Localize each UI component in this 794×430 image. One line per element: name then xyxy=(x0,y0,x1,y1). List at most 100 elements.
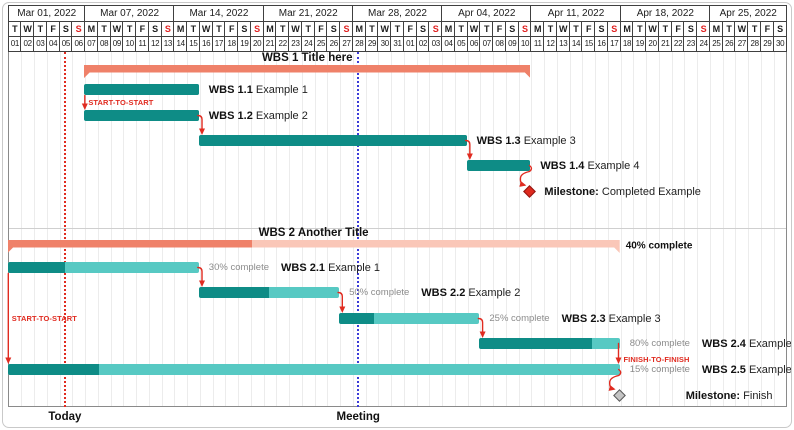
day-letter-cell: T xyxy=(186,22,200,37)
day-letter-cell: S xyxy=(606,22,621,37)
day-letter-cell: W xyxy=(377,22,392,37)
day-number-cell: 15 xyxy=(186,37,200,52)
week-header-cell: Mar 14, 2022 xyxy=(173,5,264,22)
day-grid-line xyxy=(199,52,201,406)
day-grid-line xyxy=(760,52,762,406)
day-letter-cell: T xyxy=(747,22,761,37)
milestone-keyword: Milestone: xyxy=(544,186,599,198)
day-grid-line xyxy=(480,52,482,406)
day-grid-line xyxy=(34,52,35,406)
task-bar xyxy=(339,313,480,324)
day-grid-line xyxy=(429,52,431,406)
task-label-row: 80% complete WBS 2.4 Example 4 xyxy=(630,338,794,350)
task-percent-label: 25% complete xyxy=(489,313,550,324)
day-letter-cell: S xyxy=(58,22,73,37)
day-grid-line xyxy=(276,52,278,406)
day-number-cell: 09 xyxy=(504,37,519,52)
day-grid-line xyxy=(658,52,660,406)
day-number-cell: 11 xyxy=(530,37,545,52)
day-number-cell: 22 xyxy=(670,37,685,52)
day-letter-cell: T xyxy=(275,22,290,37)
day-letter-cell: T xyxy=(7,22,22,37)
task-wbs-code: WBS 2.2 xyxy=(421,286,466,299)
task-label: WBS 1.3 Example 3 xyxy=(476,134,576,147)
day-number-cell: 17 xyxy=(606,37,621,52)
meeting-line xyxy=(357,52,360,407)
day-grid-line xyxy=(289,52,291,406)
day-number-cell: 05 xyxy=(58,37,73,52)
day-number-cell: 13 xyxy=(160,37,175,52)
day-number-cell: 31 xyxy=(390,37,404,52)
day-letter-cell: F xyxy=(581,22,596,37)
day-letter-cell: F xyxy=(670,22,685,37)
day-grid-line xyxy=(136,52,138,406)
day-number-cell: 16 xyxy=(594,37,608,52)
day-number-cell: 17 xyxy=(211,37,226,52)
day-letter-cell: M xyxy=(441,22,455,37)
today-label: Today xyxy=(48,411,82,423)
milestone-label-row: Milestone: Finish xyxy=(686,390,773,402)
dependency-label: FINISH-TO-FINISH xyxy=(623,354,690,364)
task-label: WBS 1.2 Example 2 xyxy=(208,109,308,122)
section-divider-line xyxy=(8,228,786,229)
milestone-keyword: Milestone: xyxy=(685,390,741,402)
task-wbs-code: WBS 2.3 xyxy=(561,312,606,325)
day-letter-cell: T xyxy=(632,22,647,37)
day-number-cell: 25 xyxy=(313,37,328,52)
task-label-row: 30% complete WBS 2.1 Example 1 xyxy=(209,262,380,274)
day-number-cell: 21 xyxy=(262,37,277,52)
task-wbs-code: WBS 2.4 xyxy=(701,337,746,350)
day-number-cell: 06 xyxy=(466,37,481,52)
day-number-cell: 08 xyxy=(96,37,111,52)
day-grid-line xyxy=(314,52,316,406)
day-number-cell: 02 xyxy=(20,37,34,52)
day-grid-line xyxy=(493,52,495,406)
day-letter-cell: W xyxy=(645,22,659,37)
week-header-cell: Mar 07, 2022 xyxy=(84,5,175,22)
day-grid-line xyxy=(633,52,635,406)
day-grid-line xyxy=(684,52,686,406)
day-letter-cell: T xyxy=(390,22,404,37)
day-number-cell: 21 xyxy=(657,37,672,52)
group-percent-label: 40% complete xyxy=(625,240,693,251)
day-number-cell: 04 xyxy=(45,37,60,52)
day-grid-line xyxy=(531,52,533,406)
task-wbs-code: WBS 1.2 xyxy=(208,109,253,122)
task-percent-label: 50% complete xyxy=(349,287,410,298)
day-number-cell: 14 xyxy=(173,37,188,52)
task-wbs-code: WBS 1.1 xyxy=(208,83,253,96)
task-bar xyxy=(7,364,620,375)
day-number-cell: 23 xyxy=(288,37,302,52)
day-number-cell: 27 xyxy=(734,37,749,52)
day-grid-line xyxy=(505,52,507,406)
day-grid-line xyxy=(671,52,673,406)
task-label-row: WBS 1.4 Example 4 xyxy=(540,160,639,172)
task-label-row: 25% complete WBS 2.3 Example 3 xyxy=(489,313,660,325)
task-bar xyxy=(7,262,199,273)
day-letter-cell: F xyxy=(45,22,60,37)
day-letter-cell: S xyxy=(772,22,787,37)
day-letter-cell: W xyxy=(109,22,124,37)
day-number-cell: 01 xyxy=(402,37,417,52)
day-grid-line xyxy=(250,52,252,406)
day-letter-cell: M xyxy=(84,22,98,37)
day-grid-line xyxy=(569,52,571,406)
header-right-border xyxy=(785,5,787,52)
day-letter-cell: S xyxy=(339,22,353,37)
day-grid-line xyxy=(518,52,520,406)
day-grid-line xyxy=(607,52,609,406)
day-grid-line xyxy=(454,52,456,406)
day-number-cell: 03 xyxy=(33,37,47,52)
task-label-row: WBS 1.2 Example 2 xyxy=(209,110,308,122)
day-grid-line xyxy=(582,52,584,406)
day-number-cell: 28 xyxy=(747,37,761,52)
day-grid-line xyxy=(187,52,189,406)
day-grid-line xyxy=(85,52,87,406)
task-bar xyxy=(479,338,620,349)
week-header-cell: Apr 18, 2022 xyxy=(619,5,710,22)
day-grid-line xyxy=(174,52,176,406)
day-number-cell: 14 xyxy=(568,37,583,52)
day-letter-cell: T xyxy=(122,22,137,37)
day-number-cell: 05 xyxy=(453,37,468,52)
task-bar xyxy=(84,110,199,121)
